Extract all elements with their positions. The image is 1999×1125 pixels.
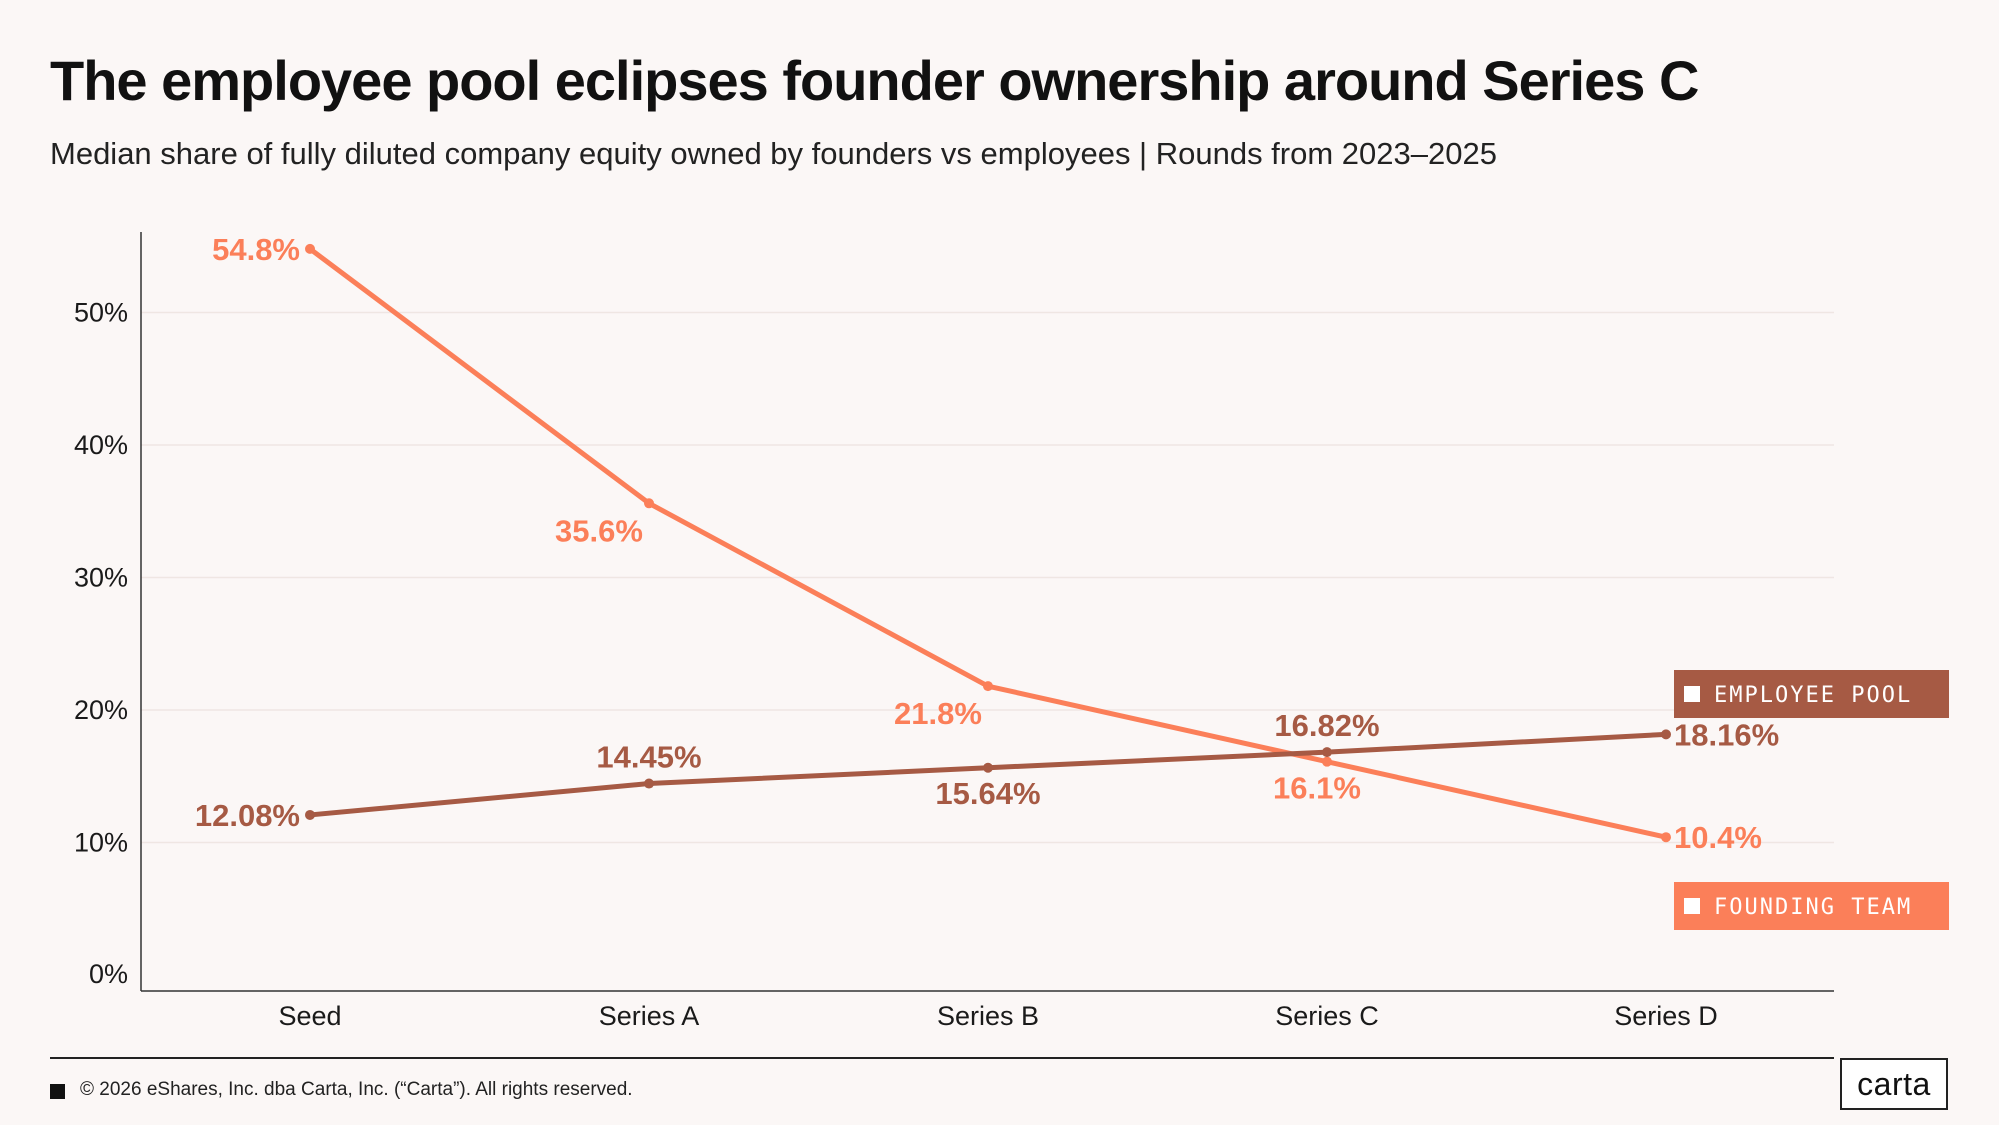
data-point <box>305 809 315 820</box>
series-line-founding-team <box>307 246 1669 840</box>
x-axis-ticks: Seed Series A Series B Series C Series D <box>278 1001 1717 1031</box>
legend-swatch-icon <box>1684 898 1700 914</box>
y-tick-label: 30% <box>74 563 128 593</box>
y-axis-ticks: 0% 10% 20% 30% 40% 50% <box>74 298 128 990</box>
data-point <box>1661 729 1671 740</box>
y-tick-label: 50% <box>74 298 128 328</box>
data-point <box>305 243 315 254</box>
data-point <box>983 681 993 692</box>
x-tick-label: Series D <box>1614 1001 1718 1031</box>
legend-swatch-icon <box>1684 686 1700 702</box>
axes <box>140 232 1834 992</box>
footer-divider <box>50 1057 1834 1059</box>
data-point <box>1322 756 1332 767</box>
y-tick-label: 40% <box>74 430 128 460</box>
y-tick-label: 20% <box>74 695 128 725</box>
data-point <box>644 498 654 509</box>
x-tick-label: Series A <box>599 1001 700 1031</box>
y-tick-label: 10% <box>74 828 128 858</box>
gridlines <box>141 311 1834 844</box>
series-lines <box>305 243 1671 843</box>
data-label: 16.82% <box>1274 708 1379 743</box>
data-label: 14.45% <box>596 740 701 775</box>
chart-subtitle: Median share of fully diluted company eq… <box>50 136 1497 171</box>
data-point <box>644 778 654 789</box>
legend-box <box>1674 670 1949 718</box>
data-label: 15.64% <box>935 776 1040 811</box>
data-label: 35.6% <box>555 513 643 548</box>
data-point <box>1661 832 1671 843</box>
data-label: 54.8% <box>212 232 300 267</box>
legend-label: FOUNDING TEAM <box>1714 895 1912 920</box>
line-chart: 0%10%20%30%40%50% Seed Series A Series B Se… <box>74 232 1949 1031</box>
data-point <box>983 762 993 773</box>
legend-label: EMPLOYEE POOL <box>1714 683 1912 708</box>
data-label: 10.4% <box>1674 820 1762 855</box>
legend-item-employee-pool: EMPLOYEE POOL <box>1674 670 1949 718</box>
data-label: 18.16% <box>1674 717 1779 752</box>
chart-title: The employee pool eclipses founder owner… <box>50 49 1699 112</box>
carta-logo: carta <box>1840 1058 1948 1110</box>
data-point <box>1322 747 1332 758</box>
legend-box <box>1674 882 1949 930</box>
footer-copyright: © 2026 eShares, Inc. dba Carta, Inc. (“C… <box>80 1079 633 1100</box>
data-label: 12.08% <box>195 798 300 833</box>
legend-item-founding-team: FOUNDING TEAM <box>1674 882 1949 930</box>
footer-square-icon <box>50 1084 65 1099</box>
x-tick-label: Series B <box>937 1001 1039 1031</box>
data-label: 21.8% <box>894 696 982 731</box>
x-tick-label: Seed <box>278 1001 341 1031</box>
data-label: 16.1% <box>1273 771 1361 806</box>
x-tick-label: Series C <box>1275 1001 1379 1031</box>
data-labels: 54.8% 35.6% 21.8% 16.1% 10.4% 12.08% 14.45% 15.… <box>195 232 1779 855</box>
y-tick-label: 0% <box>89 959 128 989</box>
legend: EMPLOYEE POOL FOUNDING TEAM <box>1674 670 1949 930</box>
